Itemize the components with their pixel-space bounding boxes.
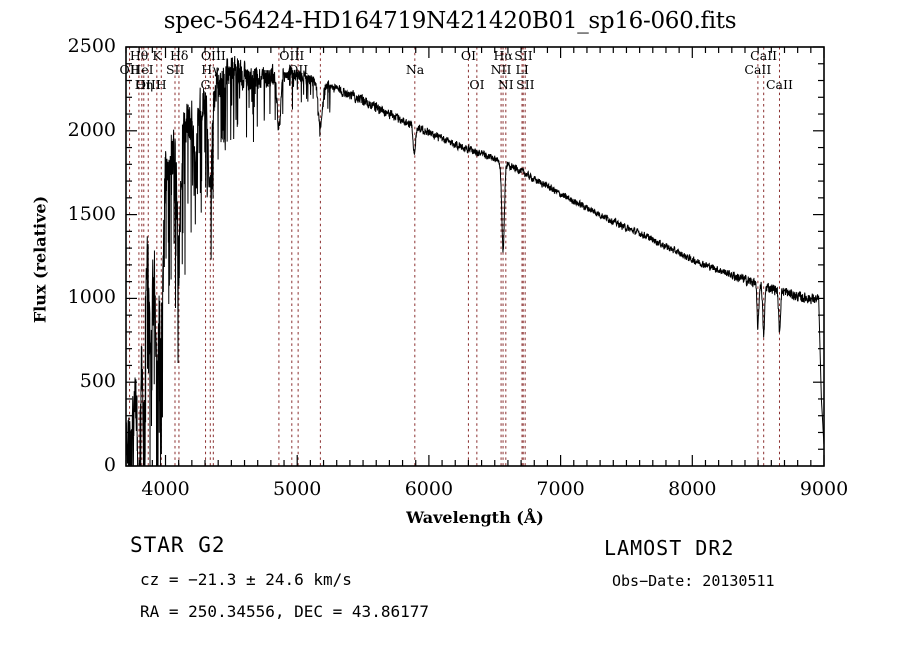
x-tick-label: 9000 bbox=[799, 478, 849, 500]
y-tick-label: 0 bbox=[103, 454, 116, 476]
object-class-label: STAR G2 bbox=[130, 533, 226, 557]
spectral-line-label: NII bbox=[490, 62, 512, 77]
spectral-line-label: SII bbox=[165, 62, 185, 77]
redshift-velocity: cz = −21.3 ± 24.6 km/s bbox=[140, 570, 352, 589]
x-axis-title: Wavelength (Å) bbox=[406, 508, 544, 527]
y-tick-label: 1500 bbox=[67, 202, 116, 225]
spectral-line-label: H bbox=[155, 77, 167, 92]
spectral-line-label: SII bbox=[516, 77, 535, 92]
spectral-line-label: SII bbox=[514, 48, 533, 63]
spectral-line-label: Hδ bbox=[169, 48, 189, 63]
spectral-line-label: OI bbox=[469, 77, 485, 92]
spectral-line-label: Hγ bbox=[201, 62, 220, 77]
spectral-line-label: NI bbox=[497, 77, 514, 92]
spectral-line-label: OI bbox=[460, 48, 477, 63]
spectral-line-label: CaII bbox=[750, 48, 778, 63]
spectral-line-label: CaII bbox=[765, 77, 793, 92]
y-tick-label: 2000 bbox=[67, 118, 116, 141]
spectral-line-label: Na bbox=[405, 62, 425, 77]
y-tick-label: 2500 bbox=[67, 35, 116, 57]
spectral-line-label: OII bbox=[288, 62, 309, 77]
spectral-line-label: OIII bbox=[200, 48, 226, 63]
spectral-line-label: OIII bbox=[279, 48, 305, 63]
marker-lines-group bbox=[129, 47, 780, 466]
page-title: spec-56424-HD164719N421420B01_sp16-060.f… bbox=[163, 8, 737, 34]
spectral-line-label: K bbox=[152, 48, 162, 63]
spectral-line-label: OIII bbox=[135, 77, 161, 92]
spectral-line-label: Hθ bbox=[129, 48, 149, 63]
coordinates-label: RA = 250.34556, DEC = 43.86177 bbox=[140, 602, 429, 621]
x-tick-label: 5000 bbox=[273, 478, 322, 500]
spectral-line-label: LI bbox=[515, 62, 529, 77]
survey-label: LAMOST DR2 bbox=[604, 536, 735, 560]
spectral-line-label: G bbox=[200, 77, 211, 92]
spectral-line-label: OII bbox=[119, 62, 140, 77]
spectral-line-label: CaII bbox=[744, 62, 772, 77]
spectral-line-label: Hα bbox=[493, 48, 513, 63]
axis-frame-group bbox=[125, 46, 825, 467]
x-tick-label: 8000 bbox=[668, 478, 717, 500]
y-tick-label: 500 bbox=[79, 370, 116, 393]
spectral-line-label: HeI bbox=[130, 62, 154, 77]
spectral-line-label: Hη bbox=[134, 77, 154, 92]
x-tick-label: 4000 bbox=[141, 478, 190, 500]
x-tick-label: 6000 bbox=[404, 478, 454, 500]
spectrum-trace-group bbox=[125, 55, 825, 467]
y-tick-label: 1000 bbox=[67, 286, 116, 309]
obs-date-label: Obs−Date: 20130511 bbox=[612, 572, 775, 590]
x-tick-label: 7000 bbox=[536, 478, 585, 500]
